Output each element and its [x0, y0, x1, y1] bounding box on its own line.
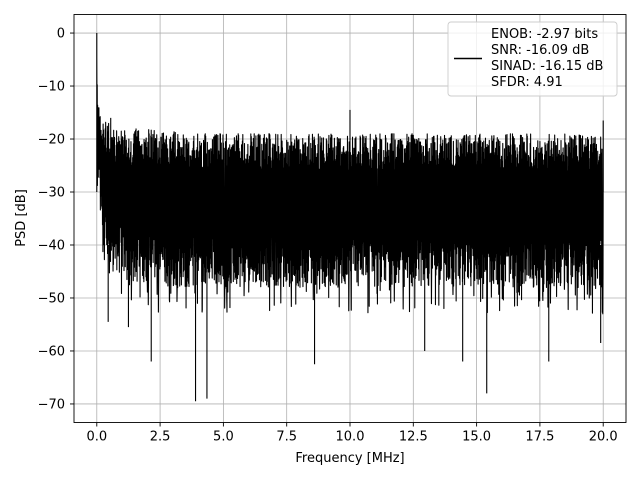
y-tick-label: −70	[38, 397, 65, 412]
legend-line: ENOB: -2.97 bits	[491, 27, 598, 42]
legend-line: SFDR: 4.91	[491, 75, 563, 90]
legend-box	[447, 21, 618, 97]
x-tick-label: 2.5	[150, 430, 171, 445]
x-tick-label: 7.5	[276, 430, 297, 445]
x-tick-label: 0.0	[86, 430, 107, 445]
x-axis-ticks: 0.0 2.5 5.0 7.5 10.0 12.5 15.0 17.5 20.0	[86, 422, 618, 445]
psd-trace	[96, 33, 604, 402]
y-tick-label: −30	[38, 186, 65, 201]
y-tick-label: −10	[38, 80, 65, 95]
x-tick-label: 17.5	[525, 430, 554, 445]
legend-line: SNR: -16.09 dB	[491, 43, 589, 58]
y-axis-ticks: 0 −10 −20 −30 −40 −50 −60 −70	[38, 27, 74, 412]
y-tick-label: 0	[57, 27, 65, 42]
x-tick-label: 15.0	[462, 430, 491, 445]
x-tick-label: 10.0	[336, 430, 365, 445]
y-axis-label: PSD [dB]	[14, 189, 29, 247]
psd-series-line	[96, 33, 604, 402]
legend-line: SINAD: -16.15 dB	[491, 59, 603, 74]
x-tick-label: 5.0	[213, 430, 234, 445]
y-tick-label: −60	[38, 344, 65, 359]
x-tick-label: 20.0	[589, 430, 618, 445]
legend-label: ENOB: -2.97 bits SNR: -16.09 dB SINAD: -16…	[491, 27, 603, 90]
y-tick-label: −40	[38, 238, 65, 253]
y-tick-label: −20	[38, 133, 65, 148]
x-tick-label: 12.5	[399, 430, 428, 445]
x-axis-label: Frequency [MHz]	[295, 451, 404, 466]
y-tick-label: −50	[38, 291, 65, 306]
legend: ENOB: -2.97 bits SNR: -16.09 dB SINAD: -16…	[447, 21, 618, 97]
